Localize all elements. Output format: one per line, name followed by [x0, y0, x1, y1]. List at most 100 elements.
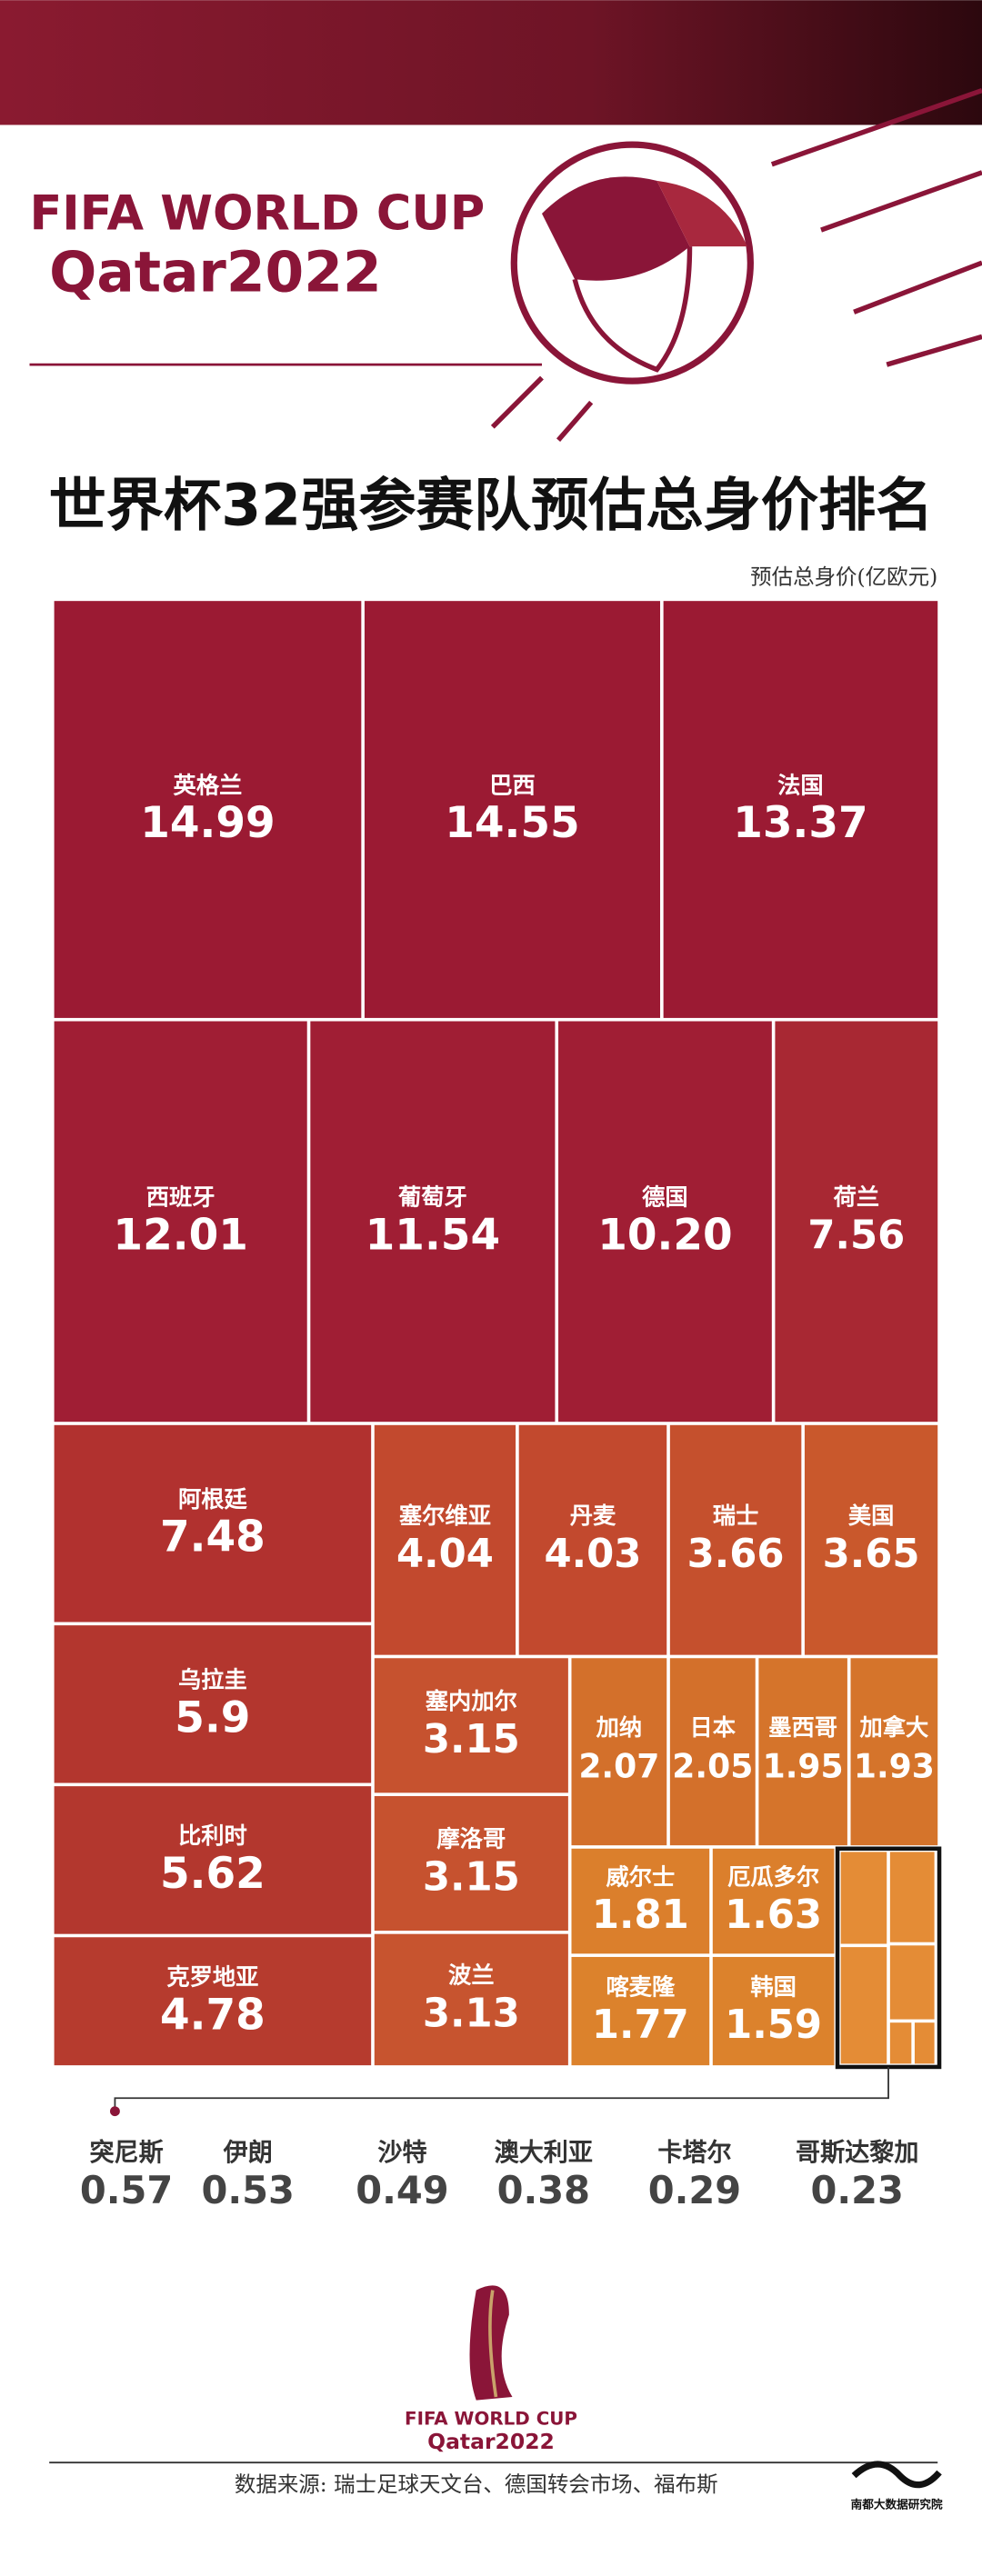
- logo-line2: Qatar2022: [49, 241, 382, 305]
- cell-name: 韩国: [750, 1973, 797, 2000]
- logo-line1: FIFA WORLD CUP: [30, 186, 486, 242]
- cell-value: 4.03: [545, 1532, 642, 1577]
- cell-name: 塞尔维亚: [399, 1503, 491, 1529]
- cell-value: 1.81: [592, 1892, 689, 1938]
- treemap-cell: [571, 1658, 667, 1846]
- treemap-cell: [54, 1424, 372, 1622]
- cell-name: 阿根廷: [178, 1486, 248, 1513]
- treemap-cell: [374, 1424, 516, 1655]
- treemap-cell: [663, 601, 938, 1018]
- source: 数据来源: 瑞士足球天文台、德国转会市场、福布斯: [235, 2471, 718, 2497]
- cell-name: 沙特: [377, 2139, 426, 2167]
- treemap-cell: [54, 1625, 372, 1783]
- cell-value: 7.48: [160, 1513, 266, 1563]
- cell-value: 7.56: [807, 1213, 905, 1258]
- brand-mark: [851, 2461, 942, 2489]
- treemap-cell: [758, 1658, 847, 1846]
- treemap-cell: [518, 1424, 667, 1655]
- treemap-cell: [914, 2022, 935, 2064]
- treemap-cell: [775, 1021, 938, 1423]
- cell-name: 澳大利亚: [495, 2139, 593, 2167]
- cell-name: 塞内加尔: [426, 1688, 517, 1714]
- cell-value: 10.20: [597, 1210, 732, 1260]
- connector-dot: [110, 2106, 120, 2117]
- cell-value: 12.01: [113, 1210, 247, 1260]
- cell-name: 威尔士: [606, 1863, 675, 1890]
- cell-name: 厄瓜多尔: [727, 1863, 819, 1890]
- cell-value: 2.05: [672, 1746, 753, 1785]
- cell-value: 0.53: [201, 2168, 294, 2212]
- footer-logo-line1: FIFA WORLD CUP: [405, 2409, 577, 2430]
- treemap-cell: [669, 1658, 756, 1846]
- treemap-cell: [54, 601, 362, 1018]
- cell-name: 比利时: [178, 1822, 247, 1849]
- chart-title: 世界杯32强参赛队预估总身价排名: [49, 472, 934, 539]
- cell-name: 加纳: [596, 1714, 643, 1741]
- treemap-cell: [840, 1852, 887, 1944]
- unit-label: 预估总身价(亿欧元): [750, 564, 937, 589]
- cell-name: 葡萄牙: [398, 1184, 467, 1211]
- treemap-cell: [804, 1424, 938, 1655]
- cell-name: 克罗地亚: [166, 1963, 258, 1990]
- cell-name: 瑞士: [713, 1503, 759, 1529]
- treemap-cell: [374, 1933, 568, 2066]
- cell-name: 丹麦: [570, 1503, 616, 1529]
- treemap-cell: [571, 1848, 710, 1954]
- cell-name: 墨西哥: [768, 1714, 837, 1741]
- cell-value: 3.15: [423, 1717, 520, 1762]
- treemap-cell: [374, 1795, 568, 1932]
- cell-name: 英格兰: [174, 772, 243, 798]
- treemap-cell: [712, 1848, 835, 1954]
- cell-name: 西班牙: [146, 1184, 215, 1211]
- cell-value: 2.07: [578, 1746, 659, 1785]
- treemap-cell: [374, 1658, 568, 1793]
- treemap-cell: [558, 1021, 772, 1423]
- cell-value: 1.95: [763, 1746, 844, 1785]
- cell-name: 荷兰: [834, 1184, 880, 1211]
- treemap-cell: [364, 601, 661, 1018]
- cell-value: 3.13: [423, 1991, 520, 2036]
- treemap-cell: [889, 1945, 935, 2020]
- cell-value: 5.9: [175, 1692, 250, 1742]
- cell-name: 喀麦隆: [606, 1973, 676, 2000]
- treemap-cell: [310, 1021, 556, 1423]
- brand: 南都大数据研究院: [851, 2498, 943, 2511]
- cell-value: 3.66: [687, 1532, 785, 1577]
- cell-value: 0.49: [356, 2168, 448, 2212]
- cell-value: 0.29: [648, 2168, 741, 2212]
- cell-value: 14.99: [140, 798, 275, 848]
- treemap-cell: [850, 1658, 938, 1846]
- cell-name: 日本: [690, 1714, 736, 1741]
- cell-value: 1.93: [854, 1746, 935, 1785]
- cell-name: 卡塔尔: [657, 2139, 731, 2167]
- cell-value: 0.57: [80, 2168, 173, 2212]
- cell-name: 乌拉圭: [178, 1667, 247, 1693]
- treemap-cell: [54, 1021, 307, 1423]
- cell-value: 13.37: [733, 798, 867, 848]
- cell-value: 0.38: [497, 2168, 590, 2212]
- cell-value: 3.65: [823, 1532, 920, 1577]
- treemap-cell: [54, 1786, 372, 1934]
- header-band: [0, 0, 982, 125]
- cell-value: 14.55: [445, 798, 579, 848]
- cell-name: 美国: [848, 1503, 895, 1529]
- header-stripes: [490, 87, 982, 442]
- cell-name: 巴西: [489, 772, 536, 798]
- cell-value: 1.63: [725, 1892, 822, 1938]
- connector: [114, 2066, 889, 2110]
- cell-value: 3.15: [423, 1855, 520, 1901]
- cell-value: 1.59: [725, 2002, 822, 2048]
- footer-emblem: [469, 2285, 513, 2401]
- treemap-cell: [669, 1424, 802, 1655]
- cell-value: 4.78: [160, 1990, 266, 2040]
- treemap-cell: [840, 1947, 887, 2064]
- treemap-cell: [571, 1956, 710, 2066]
- cell-name: 德国: [642, 1184, 688, 1211]
- cell-name: 突尼斯: [89, 2138, 163, 2167]
- cell-value: 1.77: [592, 2002, 689, 2048]
- cell-name: 摩洛哥: [436, 1826, 506, 1852]
- treemap-cell: [889, 2022, 912, 2064]
- cell-value: 11.54: [366, 1210, 500, 1260]
